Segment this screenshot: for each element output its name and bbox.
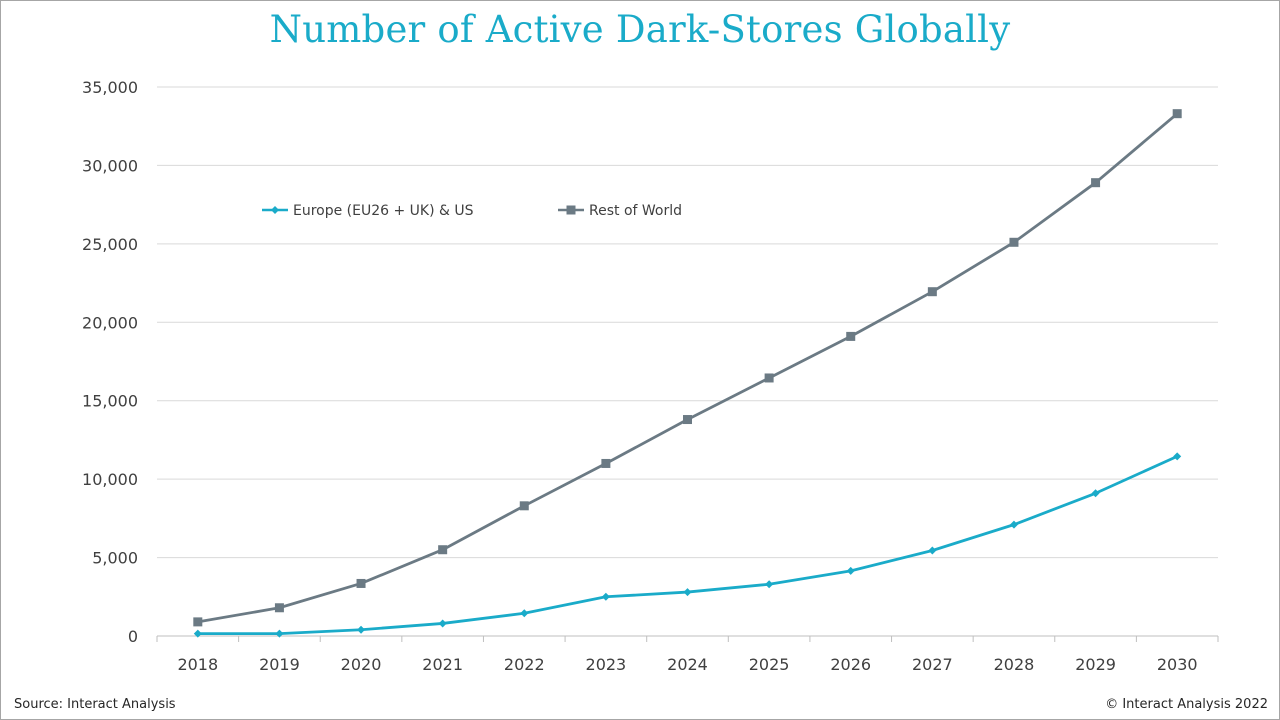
data-point: [928, 546, 937, 555]
data-point: [193, 617, 203, 627]
data-point: [357, 625, 366, 634]
data-point: [846, 331, 856, 341]
data-point: [193, 629, 202, 638]
axes: 0 5,000 10,000 15,000 20,000 25,000 30,000 35,0…: [82, 78, 1219, 674]
series-group: [193, 109, 1182, 638]
data-point: [1091, 489, 1100, 498]
data-point: [566, 205, 576, 215]
x-tick-label: 2030: [1157, 655, 1198, 674]
y-tick-label: 20,000: [82, 313, 138, 332]
data-point: [601, 458, 611, 468]
series-rest-of-world: [193, 109, 1182, 627]
x-tick-label: 2018: [177, 655, 218, 674]
y-tick-label: 5,000: [92, 549, 138, 568]
legend: Europe (EU26 + UK) & US Rest of World: [262, 203, 682, 219]
series-line: [197, 112, 1179, 624]
legend-label: Rest of World: [589, 203, 682, 219]
x-tick-label: 2022: [504, 655, 545, 674]
data-point: [1009, 237, 1019, 247]
x-tick-label: 2024: [667, 655, 708, 674]
x-tick-label: 2020: [341, 655, 382, 674]
data-point: [271, 206, 279, 214]
y-tick-label: 15,000: [82, 392, 138, 411]
series-europe-eu26-uk-us: [193, 452, 1182, 638]
chart-title: Number of Active Dark-Stores Globally: [269, 8, 1011, 51]
x-tick-label: 2028: [994, 655, 1035, 674]
data-point: [274, 603, 284, 613]
data-point: [927, 287, 937, 297]
x-tick-label: 2021: [422, 655, 463, 674]
data-point: [438, 545, 448, 555]
data-point: [520, 609, 529, 618]
x-tick-label: 2029: [1075, 655, 1116, 674]
data-point: [1091, 178, 1101, 188]
y-tick-label: 25,000: [82, 235, 138, 254]
data-point: [846, 566, 855, 575]
gridlines: [157, 86, 1218, 559]
legend-item: Europe (EU26 + UK) & US: [262, 203, 474, 219]
data-point: [275, 629, 284, 638]
data-point: [438, 619, 447, 628]
y-tick-label: 0: [128, 627, 138, 646]
legend-label: Europe (EU26 + UK) & US: [293, 203, 474, 219]
data-point: [519, 501, 529, 511]
y-tick-label: 30,000: [82, 156, 138, 175]
x-tick-label: 2026: [830, 655, 871, 674]
x-tick-label: 2027: [912, 655, 953, 674]
data-point: [356, 578, 366, 588]
x-tick-label: 2025: [749, 655, 790, 674]
y-tick-label: 35,000: [82, 78, 138, 97]
series-line: [197, 455, 1178, 636]
data-point: [683, 415, 692, 425]
copyright-note: © Interact Analysis 2022: [1105, 697, 1268, 712]
data-point: [765, 580, 774, 589]
legend-item: Rest of World: [558, 203, 682, 219]
data-point: [1173, 452, 1182, 461]
source-note: Source: Interact Analysis: [14, 697, 176, 712]
y-tick-label: 10,000: [82, 470, 138, 489]
data-point: [1172, 109, 1182, 119]
x-tick-label: 2023: [586, 655, 627, 674]
data-point: [683, 588, 692, 597]
x-tick-label: 2019: [259, 655, 300, 674]
data-point: [601, 592, 610, 601]
data-point: [1009, 520, 1018, 529]
data-point: [764, 373, 774, 383]
